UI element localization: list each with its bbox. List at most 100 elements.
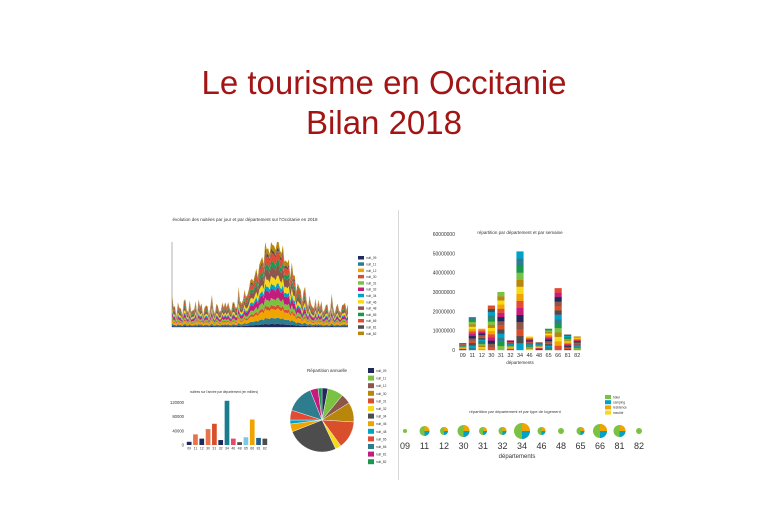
bar-segment-48 bbox=[535, 347, 543, 349]
bar-segment-12 bbox=[478, 337, 486, 340]
legend-swatch bbox=[605, 410, 611, 415]
bar-segment-65 bbox=[545, 330, 553, 332]
area-series-nuit_09 bbox=[172, 323, 348, 327]
bar-segment-09 bbox=[459, 346, 467, 347]
bar-segment-65 bbox=[545, 328, 553, 331]
bar-segment-46 bbox=[525, 336, 534, 338]
legend-swatch bbox=[368, 406, 374, 411]
y-tick-label: 30000000 bbox=[433, 290, 455, 296]
bar-segment-82 bbox=[573, 338, 581, 340]
pie-slice-nuit_34 bbox=[291, 419, 336, 453]
bar-segment-30 bbox=[487, 327, 495, 332]
bar-segment-81 bbox=[564, 338, 572, 341]
bar-segment-82 bbox=[573, 337, 581, 339]
bar-segment-46 bbox=[525, 345, 534, 347]
bar-segment-46 bbox=[525, 347, 534, 349]
legend-label: nuit_65 bbox=[376, 437, 387, 441]
bar-segment-09 bbox=[459, 348, 467, 350]
x-tick-label: 65 bbox=[546, 353, 552, 359]
bar-segment-65 bbox=[545, 337, 553, 340]
legend-label: nuit_30 bbox=[376, 392, 387, 396]
legend-label: nuit_09 bbox=[366, 256, 377, 260]
bar-segment-66 bbox=[554, 305, 562, 311]
legend-swatch bbox=[368, 421, 374, 427]
bar-segment-48 bbox=[535, 348, 543, 350]
bar-segment-30 bbox=[487, 305, 495, 309]
bar-segment-34 bbox=[516, 300, 524, 308]
area-series-nuit_11 bbox=[172, 317, 348, 327]
bubble-segment bbox=[600, 424, 607, 431]
bar-81 bbox=[256, 437, 261, 445]
bar-segment-81 bbox=[564, 342, 572, 344]
legend-label: nuit_12 bbox=[366, 269, 377, 273]
legend-swatch bbox=[358, 312, 364, 317]
panel-divider bbox=[398, 210, 399, 480]
bar-segment-81 bbox=[564, 336, 572, 339]
bar-segment-31 bbox=[497, 337, 505, 342]
bar-segment-48 bbox=[535, 345, 543, 346]
bar-segment-66 bbox=[554, 341, 562, 346]
bar-segment-09 bbox=[459, 344, 467, 346]
bar-segment-46 bbox=[525, 346, 534, 348]
x-tick-label: 30 bbox=[488, 353, 494, 359]
bar-segment-30 bbox=[487, 346, 495, 351]
area-chart: évolution des nuitées par jour et par dé… bbox=[171, 217, 377, 336]
bar-65 bbox=[243, 437, 249, 445]
bar-segment-65 bbox=[545, 340, 553, 343]
legend-label: nuit_09 bbox=[376, 369, 387, 373]
x-tick-label: 09 bbox=[400, 441, 410, 451]
area-chart-panel: évolution des nuitées par jour et par dé… bbox=[150, 212, 390, 337]
bar-segment-31 bbox=[497, 341, 505, 347]
page-subtitle: Bilan 2018 bbox=[306, 104, 462, 141]
bar-segment-12 bbox=[478, 333, 486, 336]
bar-segment-11 bbox=[468, 342, 476, 346]
bar-segment-48 bbox=[535, 342, 543, 344]
bar-segment-82 bbox=[573, 346, 581, 348]
legend-label: nuit_31 bbox=[376, 399, 387, 403]
bar-segment-12 bbox=[478, 345, 486, 348]
bubble-segment bbox=[541, 427, 546, 431]
area-series-nuit_48 bbox=[172, 265, 348, 321]
bar-segment-34 bbox=[516, 307, 524, 315]
bar-segment-66 bbox=[554, 301, 562, 307]
bar-segment-46 bbox=[525, 338, 534, 340]
bubble-segment bbox=[483, 427, 487, 431]
bar-segment-81 bbox=[564, 348, 572, 351]
bar-segment-65 bbox=[545, 348, 553, 351]
bar-segment-66 bbox=[554, 332, 562, 337]
bar-segment-81 bbox=[564, 343, 572, 345]
legend-label: nuit_31 bbox=[366, 281, 377, 285]
legend-label: nuit_34 bbox=[366, 294, 377, 298]
legend-swatch bbox=[368, 368, 374, 373]
legend-swatch bbox=[358, 268, 364, 273]
bar-segment-34 bbox=[516, 265, 524, 273]
legend-label: nuit_81 bbox=[376, 453, 387, 457]
bubble-segment bbox=[483, 431, 487, 435]
small-bar-panel: nuitées sur l'année par département (en … bbox=[160, 385, 270, 460]
bubble-segment bbox=[424, 431, 430, 436]
bubble-segment bbox=[541, 431, 546, 435]
legend-label: nuit_32 bbox=[366, 288, 377, 292]
x-tick-label: 31 bbox=[212, 447, 216, 451]
area-series-nuit_12 bbox=[172, 308, 348, 326]
pie-chart: Répartition annuelle nuit_09 nuit_11 nuit_… bbox=[289, 368, 387, 465]
bar-segment-34 bbox=[516, 251, 524, 259]
x-tick-label: 81 bbox=[614, 441, 624, 451]
pie-slice-nuit_82 bbox=[317, 387, 323, 421]
bar-segment-32 bbox=[506, 343, 515, 344]
legend-swatch bbox=[368, 436, 374, 442]
bar-segment-48 bbox=[535, 343, 543, 345]
legend-label: nuit_46 bbox=[376, 422, 387, 426]
x-tick-label: 31 bbox=[498, 353, 504, 359]
bar-segment-11 bbox=[468, 340, 476, 344]
bar-segment-12 bbox=[478, 339, 486, 342]
bar-segment-30 bbox=[487, 337, 495, 341]
bar-segment-66 bbox=[554, 336, 562, 342]
bar-segment-31 bbox=[497, 312, 505, 318]
bar-30 bbox=[205, 429, 211, 445]
bar-segment-11 bbox=[468, 326, 476, 330]
bar-segment-66 bbox=[554, 288, 562, 293]
legend-label: nuit_82 bbox=[366, 332, 377, 336]
bar-segment-11 bbox=[468, 317, 476, 320]
bar-segment-09 bbox=[459, 347, 467, 349]
